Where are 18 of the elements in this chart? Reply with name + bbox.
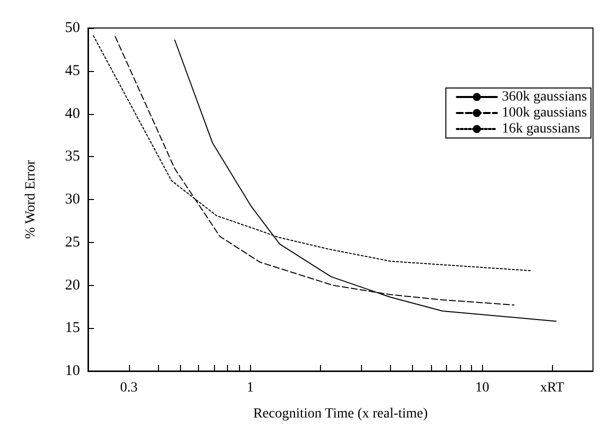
x-axis-title: Recognition Time (x real-time) — [253, 406, 428, 422]
x-tick-label: 0.3 — [120, 380, 138, 396]
y-tick-label: 50 — [65, 20, 80, 36]
x-tick-label: xRT — [540, 380, 565, 396]
x-tick-label: 10 — [475, 380, 490, 396]
x-tick-label: 1 — [246, 380, 254, 396]
legend-label: 360k gaussians — [502, 90, 588, 104]
legend-label: 16k gaussians — [502, 122, 580, 136]
y-tick-label: 45 — [65, 62, 80, 79]
y-tick-label: 30 — [65, 192, 80, 208]
y-tick-label: 35 — [65, 148, 80, 165]
y-tick-label: 10 — [65, 363, 80, 379]
y-axis-title: % Word Error — [24, 160, 38, 239]
legend-label: 100k gaussians — [502, 106, 588, 120]
y-tick-label: 20 — [65, 277, 80, 294]
y-tick-label: 25 — [65, 234, 80, 250]
y-tick-label: 15 — [65, 320, 80, 336]
y-tick-label: 40 — [65, 106, 80, 122]
